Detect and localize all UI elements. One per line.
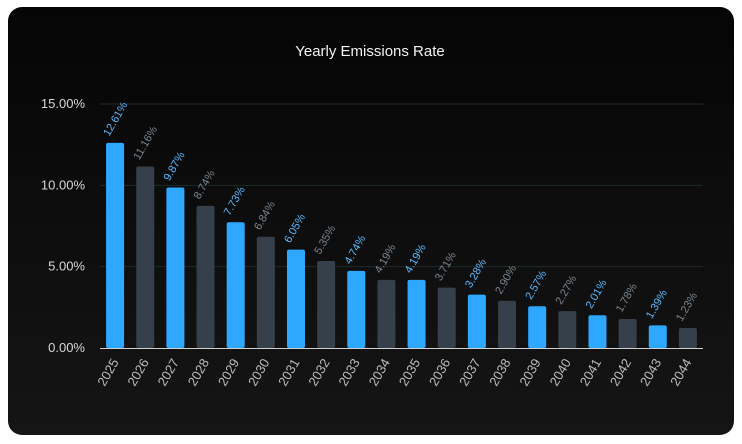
data-labels: 12.61%11.16%9.87%8.74% 7.73% 6.84% 6.05% 5.3… (101, 100, 700, 324)
bars (106, 142, 697, 348)
x-tick-label: 2039 (516, 356, 543, 389)
x-tick-label: 2028 (185, 356, 212, 389)
bar-2044 (678, 327, 697, 348)
data-label-2044: 1.23% (674, 290, 700, 323)
x-tick-label: 2040 (546, 356, 573, 389)
bar-2031 (286, 249, 305, 348)
y-tick-label: 10.00% (41, 177, 86, 192)
bar-2041 (588, 315, 607, 348)
data-label-2032: 5.35% (312, 223, 338, 256)
bar-2033 (347, 270, 366, 348)
data-label-2025: 12.61% (101, 100, 130, 138)
x-tick-label: 2025 (94, 356, 121, 389)
bar-2043 (648, 325, 667, 348)
x-tick-label: 2035 (396, 356, 423, 389)
data-label-2043: 1.39% (644, 288, 670, 321)
data-label-2034: 4.19% (373, 242, 399, 275)
x-tick-label: 2033 (335, 356, 362, 389)
x-tick-label: 2030 (245, 356, 272, 389)
y-tick-label: 5.00% (48, 259, 85, 274)
bar-2028 (196, 205, 215, 348)
x-tick-label: 2036 (426, 356, 453, 389)
bar-2026 (136, 166, 155, 348)
data-label-2033: 4.74% (342, 233, 368, 266)
data-label-2026: 11.16% (131, 124, 160, 162)
bar-2038 (498, 300, 517, 348)
x-tick-label: 2038 (486, 356, 513, 389)
bar-2027 (166, 187, 185, 348)
bar-2040 (558, 311, 577, 348)
data-label-2042: 1.78% (614, 281, 640, 314)
x-tick-label: 2027 (155, 356, 182, 389)
x-tick-label: 2031 (275, 356, 302, 389)
data-label-2039: 2.57% (523, 268, 549, 301)
x-tick-label: 2041 (577, 356, 604, 389)
bar-2035 (407, 279, 426, 348)
bar-2029 (226, 222, 245, 348)
x-tick-label: 2032 (305, 356, 332, 389)
chart-card: Yearly Emissions Rate 0.00% 5.00% 10.00% 15… (8, 7, 734, 435)
x-tick-label: 2026 (124, 356, 151, 389)
data-label-2038: 2.90% (493, 263, 519, 296)
bar-2030 (256, 236, 275, 348)
bar-2037 (467, 294, 486, 348)
data-label-2041: 2.01% (584, 278, 610, 311)
data-label-2035: 4.19% (403, 242, 429, 275)
bar-2039 (528, 306, 547, 348)
data-label-2027: 9.87% (162, 150, 188, 183)
grid-lines (100, 103, 703, 268)
x-tick-label: 2029 (215, 356, 242, 389)
chart-title: Yearly Emissions Rate (295, 43, 445, 60)
bar-2036 (437, 287, 456, 348)
x-tick-label: 2034 (366, 356, 393, 389)
x-tick-label: 2043 (637, 356, 664, 389)
x-tick-label: 2037 (456, 356, 483, 389)
bar-2042 (618, 319, 637, 348)
bar-2032 (317, 260, 336, 348)
y-axis: 0.00% 5.00% 10.00% 15.00% (41, 96, 86, 355)
bar-2034 (377, 279, 396, 348)
x-tick-label: 2044 (667, 356, 694, 389)
data-label-2029: 7.73% (222, 185, 248, 218)
data-label-2030: 6.84% (252, 199, 278, 232)
data-label-2037: 3.28% (463, 257, 489, 290)
x-tick-label: 2042 (607, 356, 634, 389)
y-tick-label: 15.00% (41, 96, 86, 111)
emissions-bar-chart: Yearly Emissions Rate 0.00% 5.00% 10.00% 15… (41, 43, 703, 389)
x-axis: 2025 2026 2027 2028 2029 2030 2031 2032 2033 2034… (94, 348, 703, 389)
data-label-2031: 6.05% (282, 212, 308, 245)
data-label-2028: 8.74% (192, 168, 218, 201)
data-label-2040: 2.27% (554, 273, 580, 306)
bar-2025 (106, 142, 125, 348)
y-tick-label: 0.00% (48, 340, 85, 355)
